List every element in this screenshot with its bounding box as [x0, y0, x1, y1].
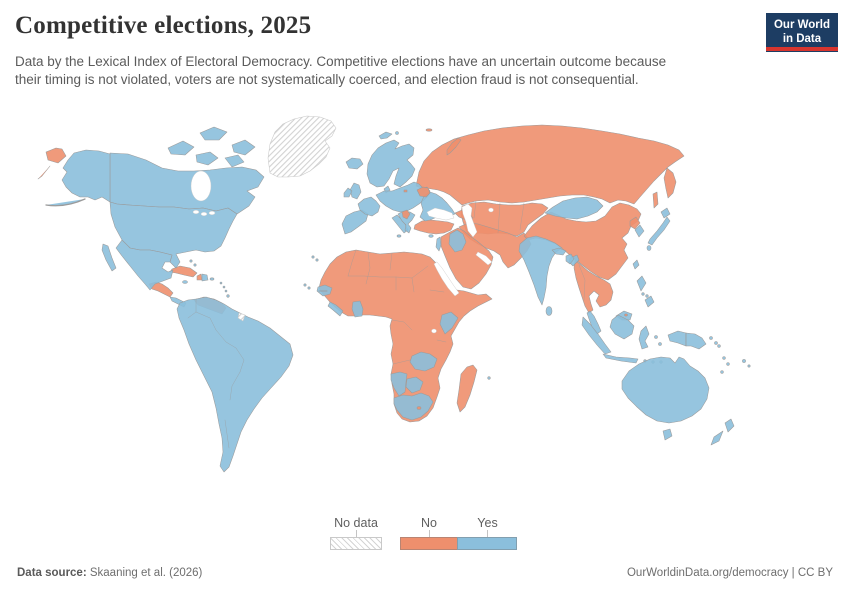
region-sri-lanka[interactable]: [545, 306, 553, 316]
region-ireland[interactable]: [343, 187, 353, 198]
region-french-guiana[interactable]: [237, 312, 246, 322]
great-lake: [192, 209, 200, 214]
region-russia[interactable]: [37, 124, 685, 209]
caspian-sea: [461, 203, 478, 238]
legend-label-no-data: No data: [334, 516, 378, 530]
region-papua-new-guinea[interactable]: [685, 332, 718, 350]
page-title: Competitive elections, 2025: [15, 12, 312, 39]
data-source-label: Data source:: [17, 567, 87, 579]
persian-gulf: [475, 251, 493, 266]
region-lesser-antilles[interactable]: [219, 281, 230, 298]
region-iraq[interactable]: [448, 229, 467, 253]
region-sierra-leone-liberia[interactable]: [327, 301, 344, 317]
owid-logo[interactable]: Our World in Data: [765, 13, 838, 52]
legend-swatch-no-data[interactable]: [330, 537, 382, 550]
page-subtitle: Data by the Lexical Index of Electoral D…: [15, 53, 755, 89]
region-botswana[interactable]: [405, 376, 424, 394]
region-mauritius[interactable]: [487, 376, 491, 380]
data-source: Data source: Skaaning et al. (2026): [17, 567, 202, 579]
region-nepal[interactable]: [551, 247, 567, 256]
subtitle-line1: Data by the Lexical Index of Electoral D…: [15, 54, 667, 69]
black-sea: [426, 207, 455, 221]
region-israel-lebanon[interactable]: [435, 236, 442, 252]
region-balkans-greece[interactable]: [397, 210, 416, 234]
region-japan[interactable]: [646, 207, 671, 251]
region-indonesia[interactable]: [581, 314, 687, 364]
water-bodies: [190, 170, 494, 334]
region-madagascar[interactable]: [456, 364, 478, 413]
region-south-africa[interactable]: [393, 392, 434, 421]
region-iceland[interactable]: [345, 157, 364, 170]
region-north-korea[interactable]: [629, 216, 641, 230]
legend-swatch-yes[interactable]: [457, 537, 517, 550]
region-central-america[interactable]: [148, 281, 174, 298]
region-new-zealand[interactable]: [710, 418, 735, 446]
region-ghana[interactable]: [351, 300, 364, 318]
aral-sea: [488, 207, 494, 213]
region-scandinavia[interactable]: [366, 139, 416, 188]
logo-line2: in Data: [782, 32, 822, 45]
great-lake: [208, 210, 216, 215]
region-turkey[interactable]: [413, 219, 455, 235]
region-kaliningrad[interactable]: [403, 189, 408, 193]
data-source-value: Skaaning et al. (2026): [86, 567, 203, 579]
region-cyprus[interactable]: [428, 234, 434, 238]
region-mexico[interactable]: [101, 239, 174, 291]
region-pacific-islands[interactable]: [717, 344, 751, 374]
region-puerto-rico[interactable]: [209, 277, 215, 281]
region-cape-verde[interactable]: [303, 283, 311, 290]
region-jamaica[interactable]: [182, 280, 188, 284]
region-cuba[interactable]: [169, 265, 198, 278]
region-mainland-southeast-asia[interactable]: [573, 259, 614, 314]
region-lesotho[interactable]: [416, 406, 422, 410]
region-svalbard[interactable]: [378, 131, 399, 140]
lake-victoria: [431, 328, 437, 334]
logo-line1: Our World: [773, 19, 830, 31]
region-greenland[interactable]: [267, 115, 337, 178]
region-bahamas[interactable]: [189, 259, 197, 267]
region-south-korea[interactable]: [634, 224, 645, 238]
region-dominican-republic[interactable]: [201, 273, 209, 282]
footer-link[interactable]: OurWorldinData.org/democracy | CC BY: [626, 567, 833, 579]
region-canada[interactable]: [109, 126, 265, 215]
region-belarus[interactable]: [416, 186, 431, 198]
region-taiwan[interactable]: [632, 259, 640, 270]
region-brunei[interactable]: [624, 313, 628, 317]
legend-swatch-no[interactable]: [400, 537, 458, 550]
region-zambia[interactable]: [409, 351, 438, 372]
region-south-america[interactable]: [176, 296, 294, 473]
logo-red-stripe: [766, 47, 838, 51]
region-france[interactable]: [357, 196, 381, 217]
region-serbia[interactable]: [401, 209, 411, 220]
legend-label-no: No: [421, 516, 437, 530]
region-australia[interactable]: [621, 356, 710, 441]
country-borders: [187, 200, 687, 449]
legend-label-yes: Yes: [477, 516, 498, 530]
region-usa[interactable]: [45, 149, 238, 269]
region-philippines[interactable]: [636, 275, 655, 308]
region-mongolia[interactable]: [544, 196, 604, 220]
legend-tick: [356, 530, 357, 537]
region-kenya[interactable]: [439, 311, 459, 335]
region-canary-islands[interactable]: [311, 255, 319, 262]
subtitle-line2: their timing is not violated, voters are…: [15, 71, 639, 87]
legend-tick: [429, 530, 430, 537]
great-lake: [200, 211, 208, 216]
region-haiti[interactable]: [196, 273, 203, 281]
legend-tick: [487, 530, 488, 537]
red-sea: [433, 261, 460, 297]
hudson-bay: [190, 170, 212, 202]
region-namibia[interactable]: [390, 371, 408, 397]
region-bangladesh[interactable]: [565, 253, 575, 265]
